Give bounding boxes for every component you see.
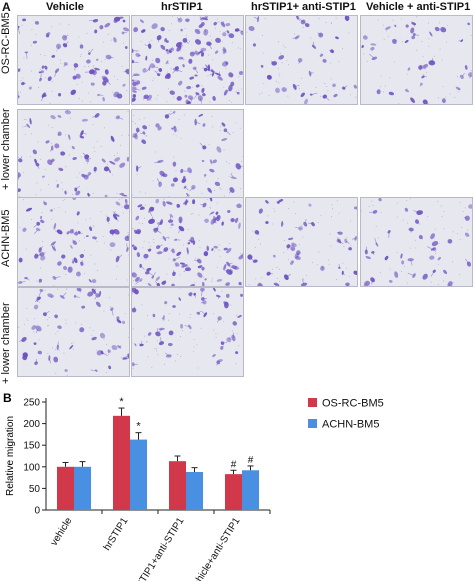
column-header-vehicle-anti-stip1: Vehicle + anti-STIP1: [366, 1, 471, 13]
micrograph-image: [17, 109, 130, 199]
row-label-lower-chamber-1: + lower chamber: [0, 108, 12, 190]
micrograph-image: [360, 197, 473, 287]
y-tick-label: 50: [29, 484, 41, 495]
significance-mark: *: [119, 396, 124, 408]
bar: [130, 439, 147, 510]
legend-label: ACHN-BM5: [322, 419, 379, 431]
micrograph-image: [17, 197, 130, 287]
legend-swatch: [308, 398, 317, 407]
significance-mark: #: [248, 455, 254, 466]
migration-bar-chart: B Relative migration 0 50 100 150 200 250 vehi…: [3, 391, 384, 581]
significance-mark: *: [136, 421, 141, 433]
x-tick-label: hrSTIP1: [102, 515, 131, 552]
x-tick-label: vehicle: [49, 515, 75, 548]
bar: [242, 470, 259, 510]
legend-swatch: [308, 419, 317, 428]
y-tick-label: 250: [23, 398, 40, 409]
row-label-os-rc-bm5: OS-RC-BM5: [0, 12, 12, 74]
y-tick-label: 150: [23, 441, 40, 452]
micrograph-image: [131, 287, 244, 377]
micrograph-image: [17, 15, 130, 105]
significance-mark: #: [231, 459, 237, 470]
bar: [186, 471, 203, 510]
x-tick-label: hrSTIP1+anti-STIP1: [130, 515, 187, 581]
micrograph-image: [131, 197, 244, 287]
x-tick-label: vehicle+anti-STIP1: [189, 515, 243, 581]
y-tick-label: 0: [34, 506, 40, 517]
panel-b-letter: B: [3, 391, 12, 405]
column-header-vehicle: Vehicle: [46, 1, 84, 13]
micrograph-image: [245, 15, 358, 105]
legend-label: OS-RC-BM5: [322, 398, 384, 410]
micrograph-image: [245, 197, 358, 287]
micrograph-image: [131, 15, 244, 105]
bar: [169, 461, 186, 510]
y-tick-label: 200: [23, 419, 40, 430]
column-header-hrstip1-anti-stip1: hrSTIP1+ anti-STIP1: [251, 1, 356, 13]
micrograph-image: [17, 287, 130, 377]
row-label-achn-bm5: ACHN-BM5: [0, 209, 12, 267]
micrograph-image: [360, 15, 473, 105]
micrograph-image: [131, 109, 244, 199]
column-header-hrstip1: hrSTIP1: [161, 1, 203, 13]
y-tick-label: 100: [23, 462, 40, 473]
bar: [113, 415, 130, 510]
y-axis-label: Relative migration: [5, 416, 16, 496]
chart-bars: * * # #: [57, 396, 259, 510]
chart-legend: OS-RC-BM5 ACHN-BM5: [308, 398, 384, 431]
bar: [57, 466, 74, 510]
bar: [74, 466, 91, 510]
row-label-lower-chamber-2: + lower chamber: [0, 302, 12, 384]
panel-a-letter: A: [2, 0, 11, 14]
bar: [225, 474, 242, 510]
